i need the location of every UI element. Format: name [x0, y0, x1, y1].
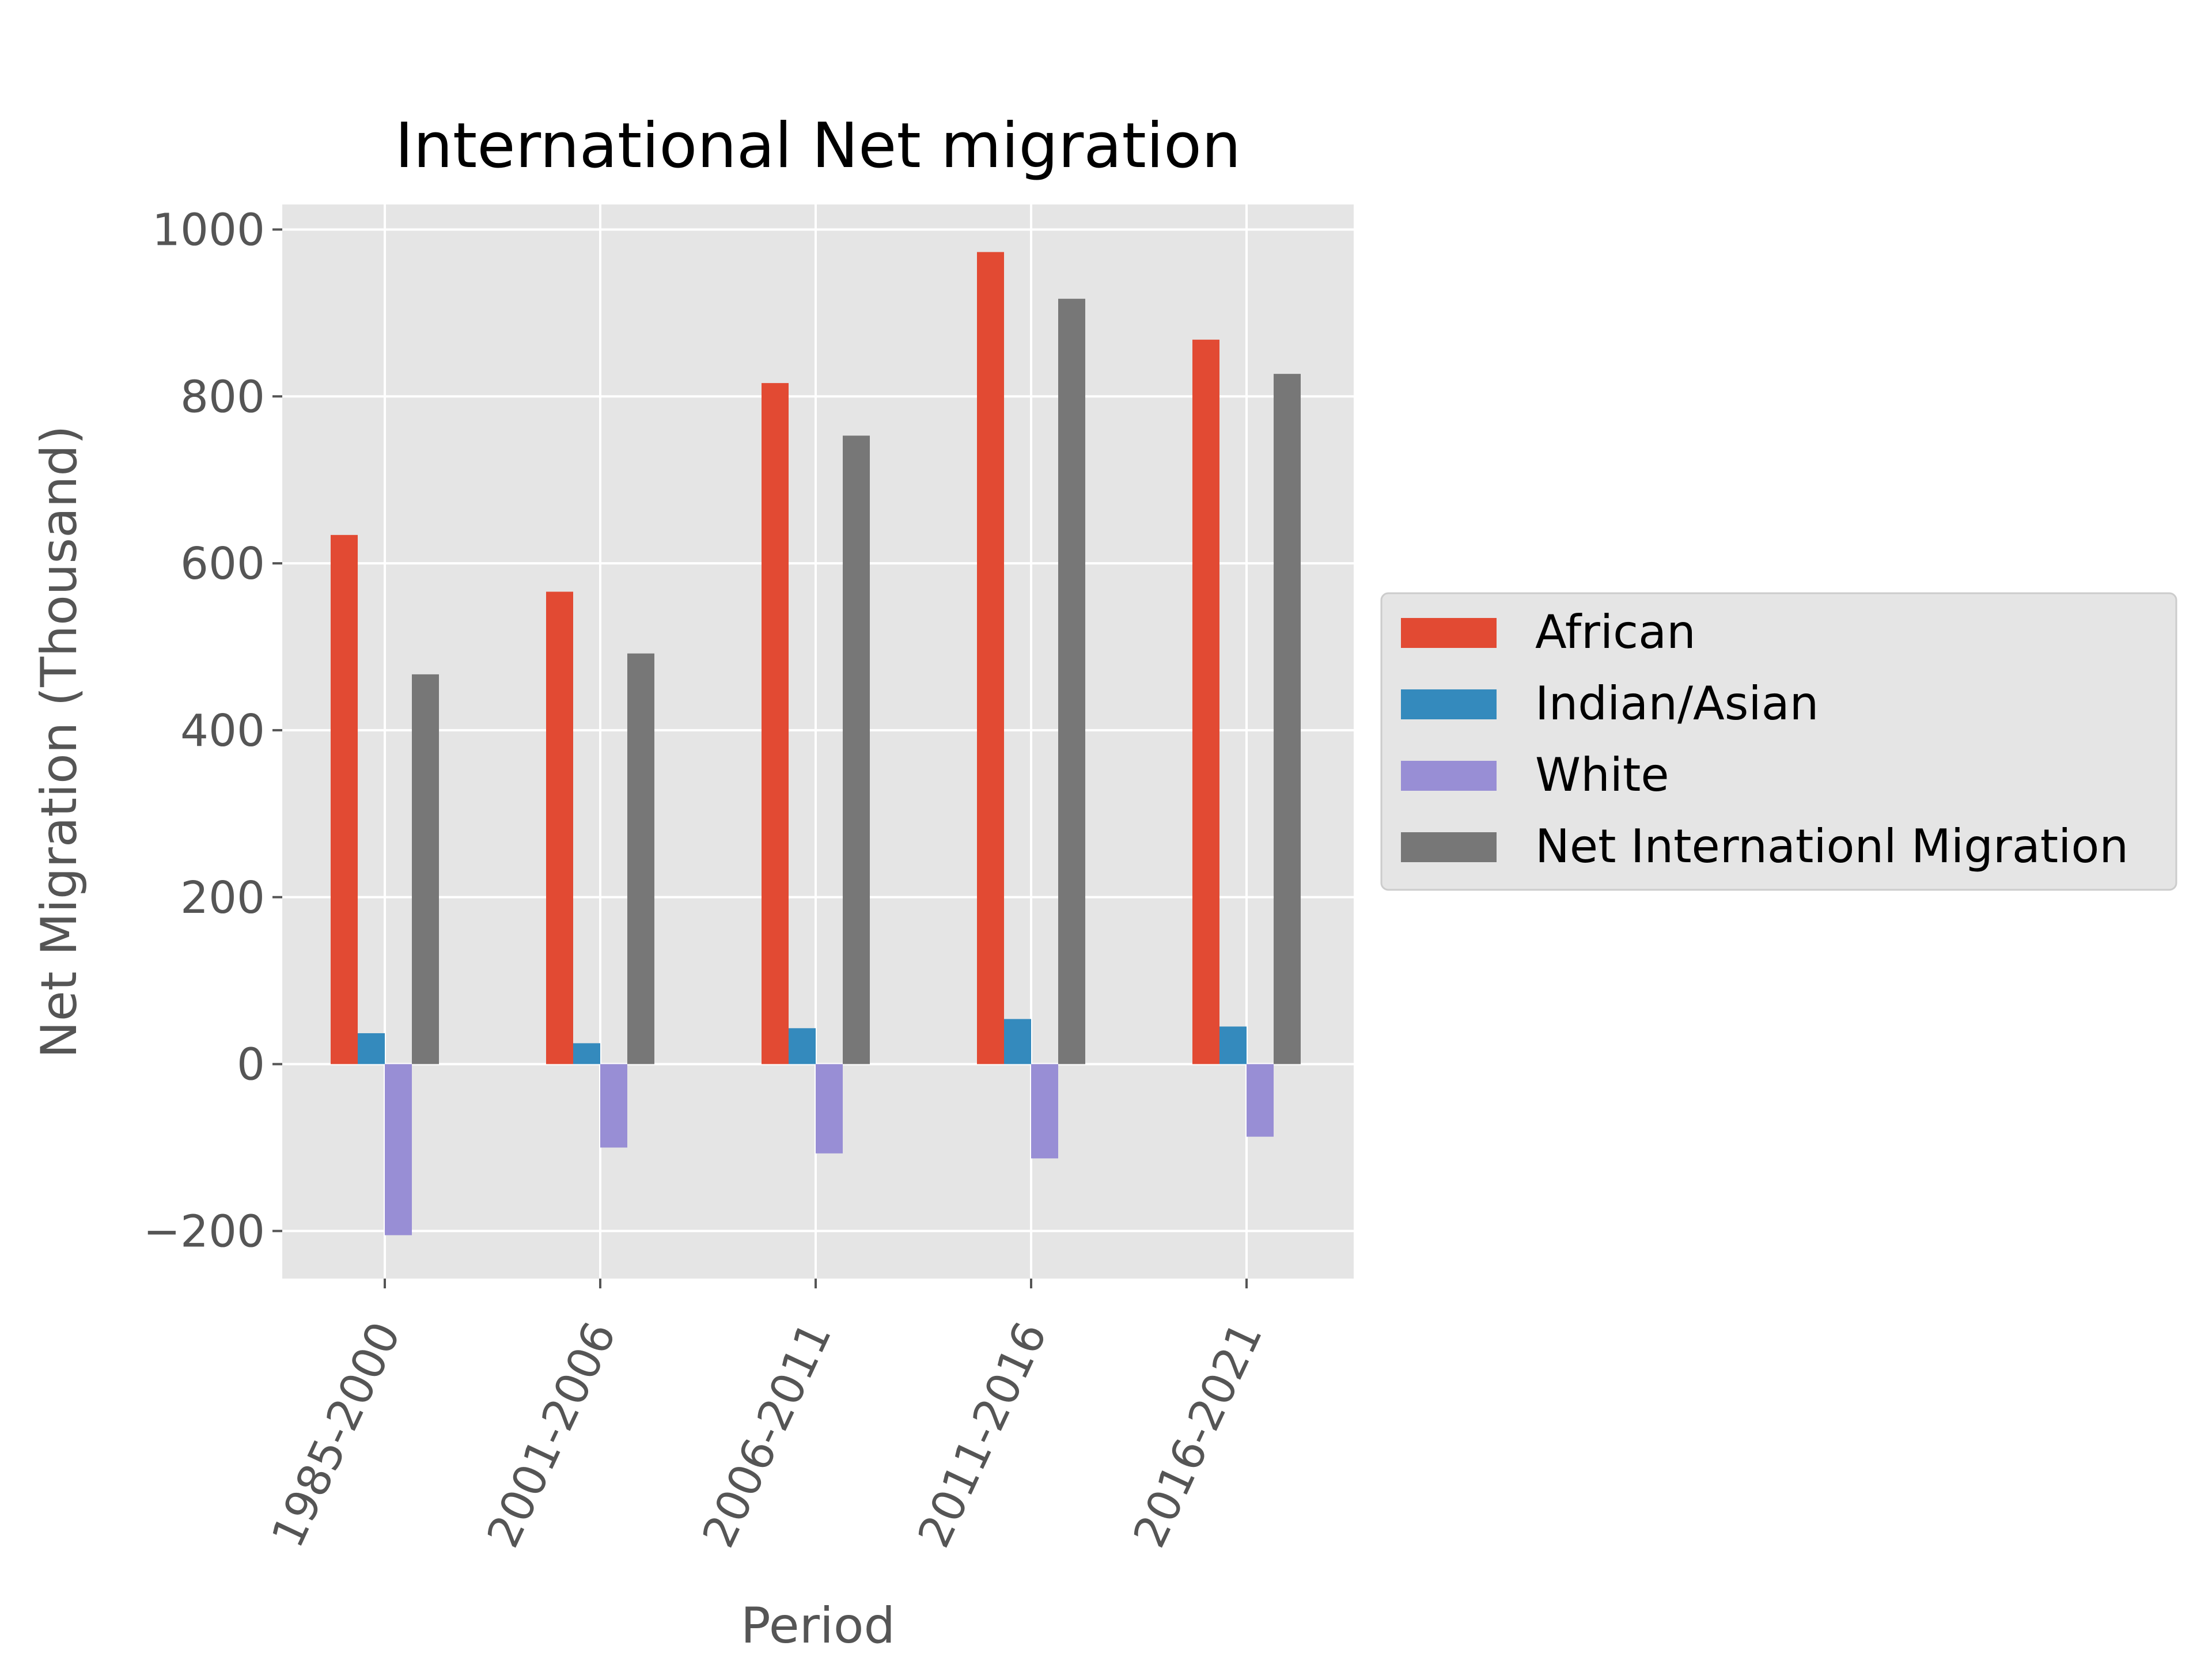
- bar-indian-asian: [573, 1043, 600, 1064]
- bar-indian-asian: [789, 1028, 816, 1064]
- bar-net-internationl-migration: [627, 653, 654, 1064]
- bar-african: [1192, 339, 1219, 1064]
- y-tick-label: 1000: [152, 204, 265, 256]
- bar-net-internationl-migration: [412, 674, 439, 1064]
- legend-swatch-indian-asian: [1401, 689, 1497, 719]
- y-tick-label: 800: [180, 371, 265, 423]
- bar-african: [762, 383, 789, 1064]
- y-axis-label: Net Migration (Thousand): [31, 426, 88, 1059]
- bar-white: [1031, 1064, 1058, 1159]
- legend-label: Net Internationl Migration: [1535, 820, 2128, 873]
- legend-label: Indian/Asian: [1535, 677, 1819, 730]
- bar-indian-asian: [1219, 1026, 1247, 1064]
- y-tick-label: 200: [180, 873, 265, 924]
- bar-african: [546, 591, 573, 1064]
- bar-net-internationl-migration: [1274, 374, 1301, 1064]
- chart-title: International Net migration: [395, 110, 1241, 182]
- bar-net-internationl-migration: [843, 435, 870, 1064]
- x-axis-label: Period: [741, 1597, 895, 1655]
- bar-net-internationl-migration: [1058, 298, 1085, 1064]
- legend-box: [1380, 592, 2177, 891]
- bar-white: [816, 1064, 843, 1154]
- y-tick-label: 600: [180, 539, 265, 590]
- bar-indian-asian: [358, 1033, 385, 1064]
- x-tick-label: 2006-2011: [693, 1314, 842, 1555]
- x-tick-label: 1985-2000: [262, 1314, 411, 1555]
- bar-african: [331, 534, 358, 1064]
- y-tick-label: 400: [180, 706, 265, 757]
- bar-white: [600, 1064, 627, 1148]
- x-tick-label: 2001-2006: [478, 1314, 626, 1555]
- bar-white: [1247, 1064, 1274, 1137]
- y-tick-label: −200: [143, 1206, 266, 1257]
- bars: [331, 252, 1301, 1235]
- legend: African Indian/Asian White Net Internationl…: [1380, 592, 2177, 891]
- legend-label: White: [1535, 748, 1669, 802]
- legend-label: African: [1535, 605, 1696, 659]
- bar-white: [385, 1064, 412, 1235]
- x-tick-label: 2016-2021: [1124, 1314, 1272, 1555]
- legend-swatch-african: [1401, 618, 1497, 648]
- legend-swatch-white: [1401, 761, 1497, 791]
- y-tick-label: 0: [237, 1040, 265, 1091]
- bar-indian-asian: [1004, 1019, 1031, 1064]
- bar-african: [977, 252, 1004, 1064]
- legend-swatch-net-internationl-migration: [1401, 832, 1497, 862]
- x-tick-label: 2011-2016: [908, 1314, 1057, 1555]
